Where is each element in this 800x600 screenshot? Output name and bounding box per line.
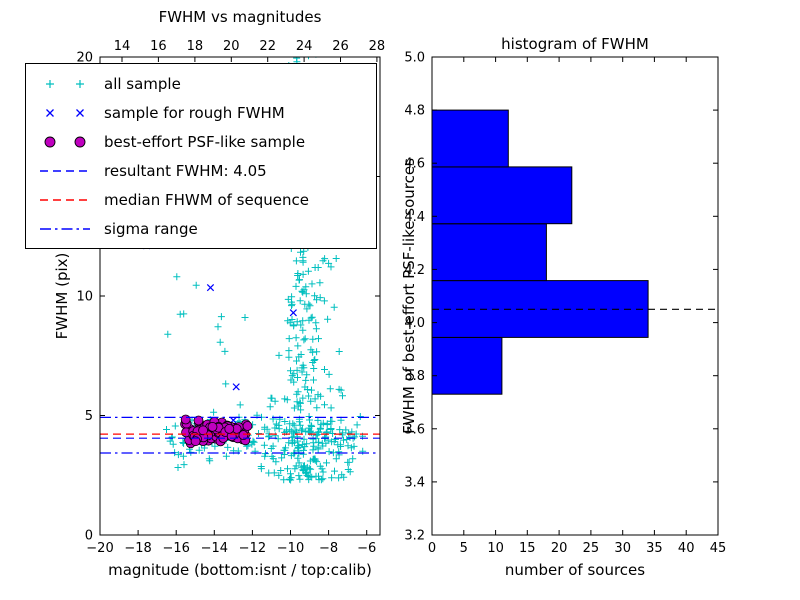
scatter-plot-area: [100, 57, 380, 484]
legend-item-resultant-fwhm: resultant FWHM: 4.05: [26, 156, 376, 185]
svg-text:18: 18: [187, 39, 204, 54]
psf-like-point: [238, 430, 249, 441]
histogram-bar: [432, 336, 503, 395]
psf-like-point: [180, 414, 191, 425]
svg-text:24: 24: [296, 39, 313, 54]
svg-text:3.2: 3.2: [404, 529, 425, 544]
histogram-plot-area: [432, 109, 718, 395]
svg-text:20: 20: [223, 39, 240, 54]
legend-label: sigma range: [104, 219, 198, 238]
svg-text:−14: −14: [201, 541, 228, 556]
svg-text:4.6: 4.6: [404, 157, 425, 172]
psf-like-point: [224, 423, 235, 434]
svg-text:10: 10: [76, 290, 93, 305]
right-axes-frame: [431, 56, 719, 536]
svg-text:40: 40: [678, 541, 695, 556]
legend-label: median FHWM of sequence: [104, 190, 309, 209]
right-plot-title: histogram of FWHM: [501, 35, 649, 53]
left-plot-title: FWHM vs magnitudes: [158, 8, 322, 26]
svg-text:4.4: 4.4: [404, 210, 425, 225]
svg-text:−20: −20: [86, 541, 113, 556]
legend-item-median-fwhm: median FHWM of sequence: [26, 185, 376, 214]
svg-text:25: 25: [583, 541, 600, 556]
svg-text:10: 10: [487, 541, 504, 556]
svg-text:45: 45: [710, 541, 727, 556]
svg-text:22: 22: [259, 39, 276, 54]
svg-text:−6: −6: [357, 541, 376, 556]
svg-text:15: 15: [519, 541, 536, 556]
plus-marker-icon: [46, 79, 84, 88]
x-marker-icon: [46, 108, 84, 117]
histogram-bar: [432, 223, 547, 282]
legend-item-psf-like-sample: best-effort PSF-like sample: [26, 127, 376, 156]
svg-text:3.6: 3.6: [404, 422, 425, 437]
svg-text:14: 14: [114, 39, 131, 54]
svg-text:35: 35: [646, 541, 663, 556]
svg-text:4.2: 4.2: [404, 263, 425, 278]
blue-dashdot-line-icon: [40, 227, 90, 230]
psf-like-point: [190, 436, 201, 447]
histogram-bar: [432, 166, 573, 225]
red-dashed-line-icon: [40, 198, 90, 201]
right-plot-ylabel: FWHM of best-effort PSF-like sources: [400, 158, 418, 434]
svg-text:−8: −8: [319, 541, 338, 556]
histogram-bar: [432, 109, 509, 168]
left-plot-ylabel: FWHM (pix): [53, 252, 71, 340]
left-plot-xlabel: magnitude (bottom:isnt / top:calib): [108, 561, 372, 579]
svg-text:5: 5: [460, 541, 468, 556]
legend-box: all sample sample for rough FWHM best-ef…: [25, 63, 377, 249]
psf-like-point: [207, 421, 218, 432]
svg-text:−10: −10: [277, 541, 304, 556]
svg-text:20: 20: [551, 541, 568, 556]
legend-label: resultant FWHM: 4.05: [104, 161, 267, 180]
psf-like-point: [242, 421, 253, 431]
svg-text:5: 5: [85, 409, 93, 424]
svg-text:−16: −16: [162, 541, 189, 556]
blue-dashed-line-icon: [40, 169, 90, 172]
right-plot-xlabel: number of sources: [504, 561, 646, 579]
svg-text:0: 0: [428, 541, 436, 556]
legend-label: best-effort PSF-like sample: [104, 132, 306, 151]
svg-text:0: 0: [85, 529, 93, 544]
legend-label: sample for rough FWHM: [104, 103, 285, 122]
legend-item-rough-fwhm-sample: sample for rough FWHM: [26, 98, 376, 127]
svg-text:28: 28: [369, 39, 386, 54]
psf-like-point: [198, 425, 209, 436]
svg-text:3.8: 3.8: [404, 369, 425, 384]
svg-text:−12: −12: [239, 541, 266, 556]
svg-text:−18: −18: [124, 541, 151, 556]
svg-text:5.0: 5.0: [404, 51, 425, 66]
svg-text:4.8: 4.8: [404, 104, 425, 119]
legend-label: all sample: [104, 74, 181, 93]
svg-text:26: 26: [332, 39, 349, 54]
legend-item-all-sample: all sample: [26, 69, 376, 98]
svg-text:20: 20: [76, 51, 93, 66]
svg-text:30: 30: [614, 541, 631, 556]
svg-text:3.4: 3.4: [404, 475, 425, 490]
circle-marker-icon: [44, 136, 86, 147]
psf-like-point: [193, 415, 204, 426]
svg-text:16: 16: [150, 39, 167, 54]
svg-text:4.0: 4.0: [404, 316, 425, 331]
legend-item-sigma-range: sigma range: [26, 214, 376, 243]
